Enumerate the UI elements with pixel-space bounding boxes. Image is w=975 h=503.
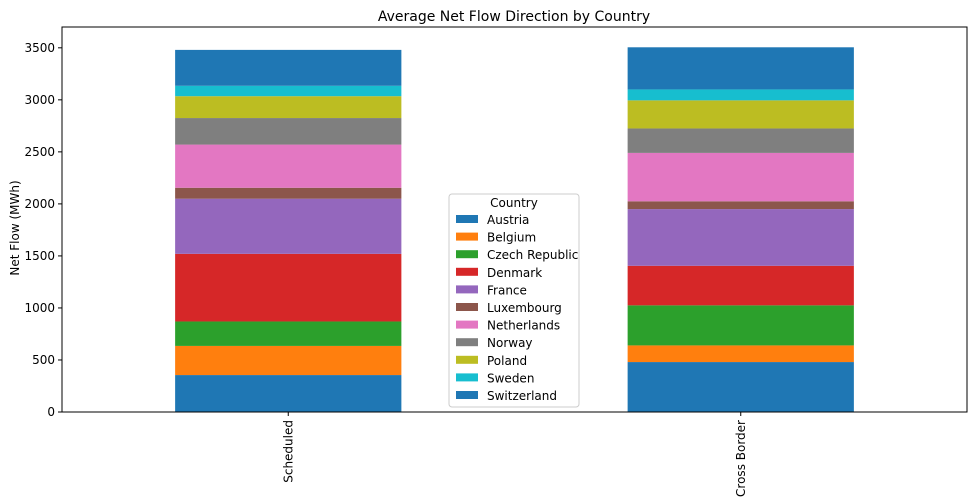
x-tick-label: Cross Border [734,420,748,497]
bar-poland-scheduled [175,96,402,119]
bar-luxembourg-cross-border [627,201,854,210]
legend-label: Netherlands [487,319,560,333]
legend: Country Austria Belgium Czech Republic Denma… [448,193,580,408]
legend-swatch [456,267,478,276]
legend-label: Belgium [487,231,536,245]
legend-box [448,193,580,408]
plot-frame [61,26,968,413]
legend-swatch [456,373,478,382]
y-tick-label: 2000 [24,197,55,211]
y-tick-label: 3500 [24,41,55,55]
bar-czech-republic-scheduled [175,321,402,346]
bar-norway-scheduled [175,118,402,145]
bar-austria-cross-border [627,362,854,412]
legend-label: Luxembourg [487,301,562,315]
y-tick-label: 500 [32,353,55,367]
legend-label: Poland [487,354,527,368]
legend-label: France [487,283,527,297]
bar-switzerland-cross-border [627,47,854,90]
legend-swatch [456,215,478,223]
x-tick-label: Scheduled [281,420,295,483]
legend-swatch [456,232,478,241]
bar-france-cross-border [627,209,854,266]
bar-austria-scheduled [175,375,402,412]
legend-swatch [456,250,478,259]
bar-sweden-cross-border [627,89,854,101]
bar-belgium-scheduled [175,345,402,376]
y-axis-label: Net Flow (MWh) [8,180,22,275]
legend-swatch [456,303,478,311]
legend-label: Austria [487,213,529,227]
bars-layer [175,47,854,412]
legend-label: Switzerland [487,389,557,403]
bar-luxembourg-scheduled [175,187,402,199]
bar-poland-cross-border [627,100,854,129]
bar-netherlands-cross-border [627,152,854,202]
bar-denmark-scheduled [175,253,402,322]
legend-label: Czech Republic [487,248,578,262]
legend-swatch [456,391,478,399]
chart-title: Average Net Flow Direction by Country [378,9,650,25]
bar-norway-cross-border [627,128,854,153]
y-tick-label: 0 [47,405,55,419]
legend-label: Denmark [487,266,542,280]
bar-france-scheduled [175,198,402,254]
legend-swatch [456,285,478,294]
y-axis: 0 500 1000 1500 2000 2500 3000 3500 [24,41,62,419]
y-tick-label: 1500 [24,249,55,263]
bar-switzerland-scheduled [175,49,402,86]
bar-czech-republic-cross-border [627,305,854,346]
legend-swatch [456,320,478,329]
legend-label: Norway [487,336,533,350]
legend-swatch [456,338,478,347]
x-axis: Scheduled Cross Border [281,412,748,497]
bar-netherlands-scheduled [175,144,402,188]
y-tick-label: 1000 [24,301,55,315]
y-tick-label: 2500 [24,145,55,159]
legend-swatch [456,355,478,364]
y-tick-label: 3000 [24,93,55,107]
legend-label: Sweden [487,371,534,385]
bar-sweden-scheduled [175,85,402,97]
legend-title: Country [490,196,538,210]
bar-denmark-cross-border [627,265,854,306]
bar-belgium-cross-border [627,345,854,363]
